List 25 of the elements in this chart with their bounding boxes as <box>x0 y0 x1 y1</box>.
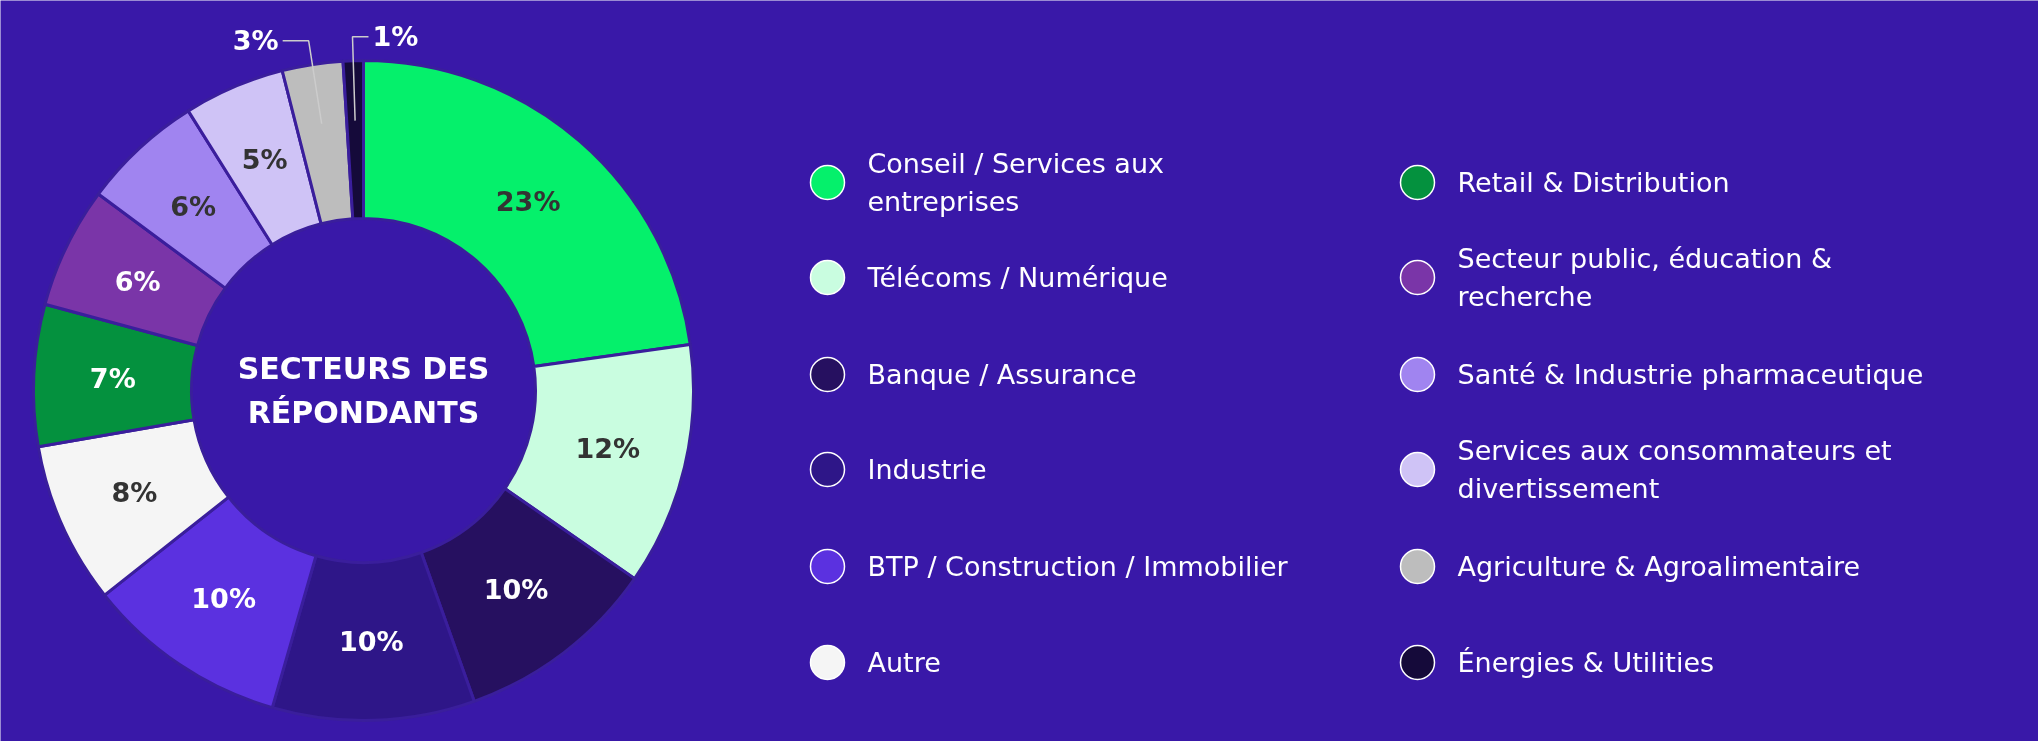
legend-label: Industrie <box>867 454 987 485</box>
data-label: 5% <box>241 144 288 176</box>
legend-label: Télécoms / Numérique <box>866 262 1168 293</box>
data-label: 23% <box>495 185 561 217</box>
data-label: 6% <box>170 190 216 222</box>
legend-label: Santé & Industrie pharmaceutique <box>1457 359 1924 390</box>
data-label: 8% <box>111 477 158 509</box>
data-label: 10% <box>338 625 404 657</box>
data-label: 10% <box>191 583 256 615</box>
legend-label: Agriculture & Agroalimentaire <box>1457 551 1861 582</box>
data-label: 6% <box>114 265 161 297</box>
data-label: 10% <box>483 574 549 606</box>
text: SECTEURS DES RÉPONDANTS <box>237 351 490 430</box>
legend-label: Énergies & Utilities <box>1457 647 1715 678</box>
legend-label: Retail & Distribution <box>1457 167 1730 198</box>
legend-label: BTP / Construction / Immobilier <box>867 551 1289 582</box>
legend-label: Autre <box>867 647 941 678</box>
legend-label: Conseil / Services aux entreprises <box>867 148 1165 217</box>
data-label: 3% <box>232 25 279 57</box>
data-label: 1% <box>372 21 419 53</box>
data-label: 7% <box>89 363 136 395</box>
legend-label: Services aux consommateurs et divertissement <box>1457 435 1892 504</box>
legend-label: Banque / Assurance <box>867 359 1137 390</box>
legend-label: Secteur public, éducation & recherche <box>1457 243 1833 312</box>
data-label: 12% <box>575 433 641 465</box>
